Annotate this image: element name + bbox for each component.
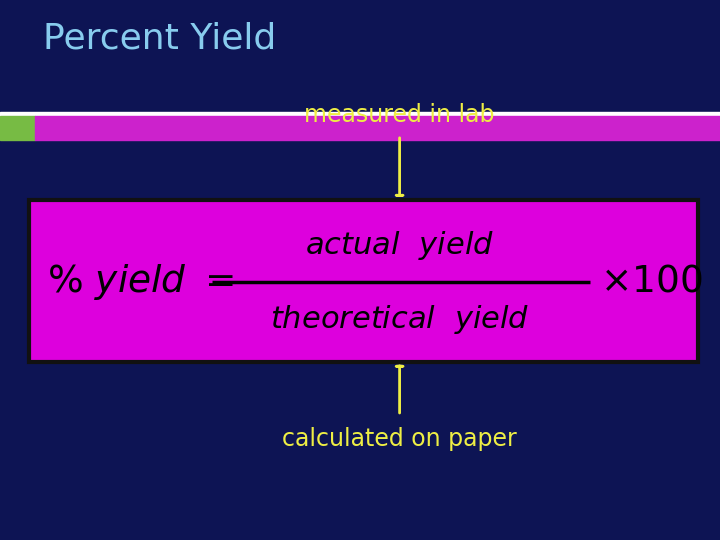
Bar — [0, 116, 35, 140]
Text: Percent Yield: Percent Yield — [43, 22, 276, 56]
Bar — [35, 116, 720, 140]
Text: $\mathit{\times 100}$: $\mathit{\times 100}$ — [600, 264, 703, 300]
Text: $\mathit{theoretical\ \ yield}$: $\mathit{theoretical\ \ yield}$ — [270, 303, 529, 336]
Bar — [0, 112, 720, 116]
Bar — [29, 200, 698, 362]
Text: calculated on paper: calculated on paper — [282, 427, 517, 450]
Text: $\mathit{actual\ \ yield}$: $\mathit{actual\ \ yield}$ — [305, 229, 494, 262]
Text: $\mathit{\%\ yield\ =}$: $\mathit{\%\ yield\ =}$ — [47, 262, 233, 302]
Text: measured in lab: measured in lab — [305, 103, 495, 127]
